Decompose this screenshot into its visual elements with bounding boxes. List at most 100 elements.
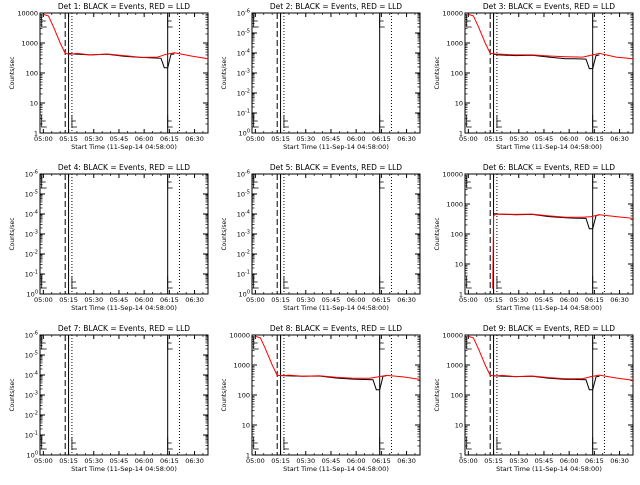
range-bracket-glyph xyxy=(253,337,259,350)
range-bracket-glyph xyxy=(496,276,502,289)
x-tick-label: 05:30 xyxy=(509,296,528,304)
panel-title: Det 8: BLACK = Events, RED = LLD xyxy=(270,324,402,333)
y-tick-label: 1000 xyxy=(21,40,38,48)
y-tick-label: 10-4 xyxy=(25,210,38,219)
range-bracket-glyph xyxy=(592,15,598,28)
x-axis-label: Start Time (11-Sep-14 04:58:00) xyxy=(71,465,177,473)
y-tick-label: 10-5 xyxy=(25,351,38,360)
y-tick-label: 100 xyxy=(27,290,38,299)
x-tick-label: 05:00 xyxy=(246,135,265,143)
x-tick-label: 05:15 xyxy=(59,135,78,143)
range-bracket-glyph xyxy=(466,437,472,450)
x-tick-label: 05:00 xyxy=(459,457,478,465)
x-tick-label: 06:00 xyxy=(560,135,579,143)
x-tick-label: 05:15 xyxy=(59,296,78,304)
range-bracket-glyph xyxy=(379,437,385,450)
range-bracket-glyph xyxy=(167,115,173,128)
detector-panel-1: Det 1: BLACK = Events, RED = LLD Counts/s… xyxy=(9,2,209,151)
range-bracket-glyph xyxy=(592,437,598,450)
range-bracket-glyph xyxy=(253,15,259,28)
x-axis-label: Start Time (11-Sep-14 04:58:00) xyxy=(71,304,177,312)
y-tick-label: 10-1 xyxy=(25,431,38,440)
y-tick-label: 1 xyxy=(34,130,38,138)
x-tick-label: 05:30 xyxy=(296,135,315,143)
x-tick-label: 05:15 xyxy=(271,457,290,465)
range-bracket-glyph xyxy=(41,437,47,450)
y-tick-label: 10-1 xyxy=(237,109,250,118)
x-tick-label: 06:15 xyxy=(585,135,604,143)
y-tick-label: 10000 xyxy=(442,171,463,179)
y-tick-label: 1 xyxy=(459,130,463,138)
range-bracket-glyph xyxy=(466,276,472,289)
y-tick-label: 100 xyxy=(26,70,38,78)
panel-title: Det 5: BLACK = Events, RED = LLD xyxy=(270,163,402,172)
series-line-lld xyxy=(468,13,634,60)
y-axis-label: Counts/sec xyxy=(434,217,441,250)
y-tick-label: 10-5 xyxy=(237,29,250,38)
range-bracket-glyph xyxy=(379,276,385,289)
y-tick-label: 1 xyxy=(246,452,250,460)
x-tick-label: 05:45 xyxy=(110,135,129,143)
x-tick-label: 06:15 xyxy=(372,135,391,143)
detector-panel-4: Det 4: BLACK = Events, RED = LLD Counts/s… xyxy=(9,163,209,312)
range-bracket-glyph xyxy=(253,276,259,289)
x-tick-label: 06:00 xyxy=(347,296,366,304)
x-tick-label: 05:30 xyxy=(84,457,103,465)
y-tick-label: 1000 xyxy=(233,362,250,370)
y-tick-label: 10000 xyxy=(229,332,250,340)
range-bracket-glyph xyxy=(253,437,259,450)
detector-panel-6: Det 6: BLACK = Events, RED = LLD Counts/s… xyxy=(434,163,634,312)
y-tick-label: 10 xyxy=(455,261,463,269)
range-bracket-glyph xyxy=(379,115,385,128)
x-tick-label: 05:00 xyxy=(459,296,478,304)
x-tick-label: 06:00 xyxy=(560,296,579,304)
y-tick-label: 10-6 xyxy=(25,170,38,179)
x-tick-label: 05:30 xyxy=(296,457,315,465)
range-bracket-glyph xyxy=(592,176,598,189)
x-axis-label: Start Time (11-Sep-14 04:58:00) xyxy=(496,304,602,312)
x-axis-label: Start Time (11-Sep-14 04:58:00) xyxy=(496,465,602,473)
y-tick-label: 100 xyxy=(238,392,250,400)
range-bracket-glyph xyxy=(592,337,598,350)
x-tick-label: 05:45 xyxy=(535,457,554,465)
x-tick-label: 06:30 xyxy=(185,135,204,143)
range-bracket-glyph xyxy=(466,337,472,350)
x-axis-label: Start Time (11-Sep-14 04:58:00) xyxy=(496,143,602,151)
y-tick-label: 1 xyxy=(459,452,463,460)
range-bracket-glyph xyxy=(379,337,385,350)
x-tick-label: 06:00 xyxy=(135,457,154,465)
x-tick-label: 05:45 xyxy=(110,457,129,465)
y-tick-label: 10000 xyxy=(442,10,463,18)
x-tick-label: 05:00 xyxy=(34,457,53,465)
x-tick-label: 05:15 xyxy=(484,135,503,143)
panel-title: Det 1: BLACK = Events, RED = LLD xyxy=(58,2,190,11)
y-tick-label: 10-6 xyxy=(25,331,38,340)
y-tick-label: 10-6 xyxy=(237,9,250,18)
range-bracket-glyph xyxy=(592,115,598,128)
panel-title: Det 7: BLACK = Events, RED = LLD xyxy=(58,324,190,333)
y-axis-label: Counts/sec xyxy=(9,56,16,89)
y-tick-label: 100 xyxy=(451,392,463,400)
range-bracket-glyph xyxy=(253,115,259,128)
y-tick-label: 10 xyxy=(30,100,38,108)
x-tick-label: 05:15 xyxy=(271,296,290,304)
x-tick-label: 06:30 xyxy=(610,457,629,465)
series-line-lld xyxy=(43,13,209,60)
x-axis-label: Start Time (11-Sep-14 04:58:00) xyxy=(283,304,389,312)
x-tick-label: 05:30 xyxy=(84,135,103,143)
detector-panel-3: Det 3: BLACK = Events, RED = LLD Counts/s… xyxy=(434,2,634,151)
y-tick-label: 10-2 xyxy=(237,89,250,98)
y-tick-label: 10-6 xyxy=(237,170,250,179)
x-tick-label: 05:45 xyxy=(322,135,341,143)
range-bracket-glyph xyxy=(167,437,173,450)
y-tick-label: 10-5 xyxy=(25,190,38,199)
y-axis-label: Counts/sec xyxy=(434,378,441,411)
range-bracket-glyph xyxy=(496,437,502,450)
x-tick-label: 06:00 xyxy=(347,457,366,465)
x-tick-label: 05:15 xyxy=(59,457,78,465)
y-tick-label: 10-2 xyxy=(25,250,38,259)
y-tick-label: 10 xyxy=(242,422,250,430)
x-tick-label: 05:00 xyxy=(246,457,265,465)
y-axis-label: Counts/sec xyxy=(9,217,16,250)
